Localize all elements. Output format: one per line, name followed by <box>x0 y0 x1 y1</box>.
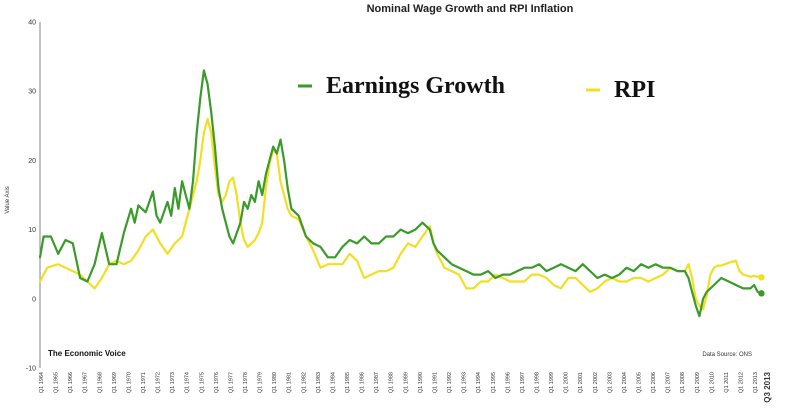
x-tick-label: Q1 1998 <box>535 372 541 393</box>
x-tick-label: Q1 1983 <box>316 372 322 393</box>
series-line-earnings-growth <box>38 69 763 318</box>
y-tick-label: 0 <box>32 296 36 303</box>
y-tick-label: 20 <box>28 158 36 165</box>
x-tick-label: Q1 1966 <box>68 372 74 393</box>
x-tick-label: Q1 1984 <box>331 372 337 393</box>
x-tick-label: Q1 1979 <box>258 372 264 393</box>
x-tick-label: Q1 1970 <box>126 372 132 393</box>
x-tick-label: Q1 1990 <box>418 372 424 393</box>
x-tick-label: Q1 1965 <box>54 372 60 393</box>
source-label: Data Source: ONS <box>702 352 752 358</box>
x-tick-label: Q1 1973 <box>170 372 176 393</box>
y-tick-label: 10 <box>28 227 36 234</box>
x-tick-label: Q1 1971 <box>141 372 147 393</box>
x-tick-label: Q1 1975 <box>199 372 205 393</box>
y-axis-label: Value Axis <box>5 186 11 214</box>
x-tick-label: Q1 1976 <box>214 372 220 393</box>
x-tick-label: Q1 1982 <box>301 372 307 393</box>
x-tick-label: Q1 1972 <box>156 372 162 393</box>
x-tick-label-last: Q3 2013 <box>763 371 772 402</box>
x-tick-label: Q1 1989 <box>403 372 409 393</box>
x-ticks: Q1 1964 Q1 1965 Q1 1966 Q1 1967 Q1 1968 Q1 19… <box>39 371 772 402</box>
x-tick-label: Q1 2001 <box>578 372 584 393</box>
x-tick-label: Q1 1999 <box>549 372 555 393</box>
chart-title: Nominal Wage Growth and RPI Inflation <box>367 3 574 15</box>
series-end-marker-earnings <box>758 290 765 297</box>
x-tick-label: Q1 1987 <box>374 372 380 393</box>
x-tick-label: Q1 2003 <box>607 372 613 393</box>
x-tick-label: Q1 2012 <box>739 372 745 393</box>
x-tick-label: Q1 2013 <box>753 372 759 393</box>
x-tick-label: Q1 1977 <box>228 372 234 393</box>
brand-label: The Economic Voice <box>48 349 126 358</box>
x-tick-label: Q1 1997 <box>520 372 526 393</box>
x-tick-label: Q1 2002 <box>593 372 599 393</box>
y-tick-label: 30 <box>28 89 36 96</box>
x-tick-label: Q1 2010 <box>709 372 715 393</box>
x-tick-label: Q1 2007 <box>666 372 672 393</box>
x-tick-label: Q1 1985 <box>345 372 351 393</box>
x-tick-label: Q1 1996 <box>505 372 511 393</box>
x-tick-label: Q1 1980 <box>272 372 278 393</box>
x-tick-label: Q1 2009 <box>695 372 701 393</box>
x-tick-label: Q1 1991 <box>433 372 439 393</box>
x-tick-label: Q1 1967 <box>83 372 89 393</box>
x-tick-label: Q1 1974 <box>185 372 191 393</box>
y-tick-label: 40 <box>28 20 36 27</box>
x-tick-label: Q1 1978 <box>243 372 249 393</box>
x-tick-label: Q1 1994 <box>476 372 482 393</box>
x-tick-label: Q1 2004 <box>622 372 628 393</box>
x-tick-label: Q1 1986 <box>360 372 366 393</box>
x-tick-label: Q1 1993 <box>462 372 468 393</box>
x-tick-label: Q1 2006 <box>651 372 657 393</box>
x-tick-label: Q1 1968 <box>97 372 103 393</box>
series-group <box>38 69 765 318</box>
legend: Earnings Growth RPI <box>298 73 655 103</box>
series-end-marker-rpi <box>758 274 765 281</box>
series-line-rpi <box>38 117 763 311</box>
y-ticks: -10 0 10 20 30 40 <box>26 20 36 373</box>
x-tick-label: Q1 1981 <box>287 372 293 393</box>
x-tick-label: Q1 1964 <box>39 372 45 393</box>
y-tick-label: -10 <box>26 366 36 373</box>
x-tick-label: Q1 1988 <box>389 372 395 393</box>
x-tick-label: Q1 2008 <box>680 372 686 393</box>
x-tick-label: Q1 2011 <box>724 372 730 393</box>
x-tick-label: Q1 1969 <box>112 372 118 393</box>
legend-label-earnings: Earnings Growth <box>326 73 505 99</box>
x-tick-label: Q1 1992 <box>447 372 453 393</box>
x-tick-label: Q1 1995 <box>491 372 497 393</box>
x-tick-label: Q1 2005 <box>637 372 643 393</box>
legend-label-rpi: RPI <box>614 77 655 103</box>
x-tick-label: Q1 2000 <box>564 372 570 393</box>
